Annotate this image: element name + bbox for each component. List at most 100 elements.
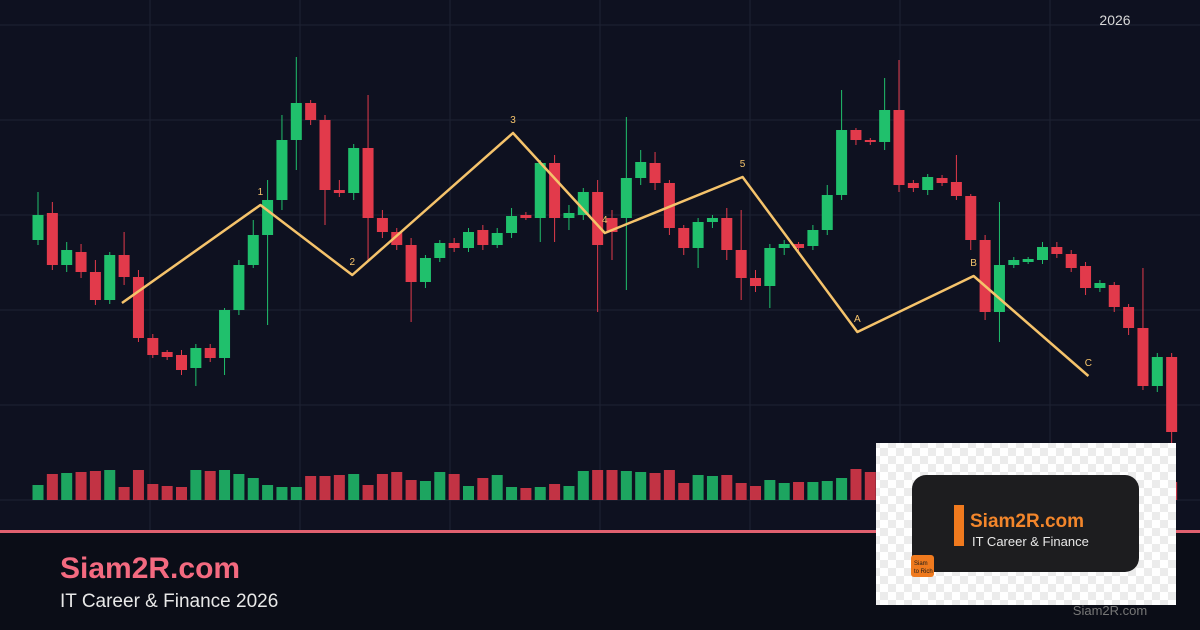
candle-body — [936, 178, 948, 183]
volume-bar — [75, 472, 87, 500]
volume-bar — [104, 470, 116, 500]
volume-bar — [419, 481, 431, 500]
volume-bar — [577, 471, 589, 500]
candle-body — [721, 218, 733, 250]
year-label: 2026 — [1099, 12, 1130, 28]
candle-body — [247, 235, 259, 265]
candle-body — [1137, 328, 1149, 386]
candle-body — [764, 248, 776, 286]
wave-label: 1 — [258, 187, 264, 198]
badge-text: Siam — [914, 561, 928, 567]
volume-bar — [219, 470, 231, 500]
wave-label: 2 — [349, 257, 355, 268]
candle-body — [104, 255, 116, 300]
candle-body — [75, 252, 87, 272]
volume-bar — [405, 480, 417, 500]
candle-body — [649, 163, 661, 183]
volume-bar — [635, 472, 647, 500]
logo: Siam2R.com IT Career & Finance Siam to R… — [876, 443, 1176, 605]
wave-label: 5 — [740, 159, 746, 170]
candle-body — [864, 140, 876, 142]
watermark: Siam2R.com — [1073, 603, 1147, 618]
candle-body — [434, 243, 446, 258]
candle-body — [678, 228, 690, 248]
candle-body — [893, 110, 905, 185]
volume-bar — [606, 470, 618, 500]
candle-body — [692, 222, 704, 248]
candle-body — [1123, 307, 1135, 328]
volume-bar — [348, 474, 360, 500]
candle-body — [204, 348, 216, 358]
volume-bar — [836, 478, 848, 500]
candle-body — [979, 240, 991, 312]
candle-body — [1037, 247, 1048, 260]
candle-body — [879, 110, 891, 142]
volume-bar — [118, 487, 130, 500]
candle-body — [219, 310, 231, 358]
candle-body — [563, 213, 575, 218]
candle-body — [419, 258, 431, 282]
volume-bar — [247, 478, 259, 500]
logo-subtitle: IT Career & Finance — [972, 534, 1089, 549]
candle-body — [592, 192, 604, 245]
candle-body — [793, 244, 805, 248]
logo-title: Siam2R.com — [970, 511, 1084, 532]
candle-body — [276, 140, 288, 200]
volume-bar — [692, 475, 704, 500]
candle-body — [735, 250, 747, 278]
volume-bar — [807, 482, 819, 500]
candle-body — [319, 120, 331, 190]
candle-body — [348, 148, 360, 193]
candle-body — [993, 265, 1005, 312]
candle-body — [1022, 259, 1034, 262]
candle-body — [89, 272, 101, 300]
volume-bar — [706, 476, 718, 500]
volume-bar — [132, 470, 144, 500]
candle-body — [463, 232, 474, 248]
volume-bar — [864, 472, 876, 500]
candle-body — [821, 195, 833, 230]
candle-body — [376, 218, 388, 232]
wave-label: 4 — [602, 215, 608, 226]
volume-bar — [764, 480, 776, 500]
brand-subtitle: IT Career & Finance 2026 — [60, 591, 278, 612]
candle-body — [176, 355, 187, 370]
candle-body — [1166, 357, 1178, 432]
candle-body — [1008, 260, 1020, 265]
candle-body — [534, 163, 546, 218]
candle-body — [950, 182, 962, 196]
volume-bar — [549, 484, 561, 500]
volume-bar — [61, 473, 73, 500]
candle-body — [750, 278, 761, 286]
candle-body — [391, 232, 403, 245]
candle-body — [290, 103, 302, 140]
candle-body — [161, 352, 173, 357]
volume-bar — [276, 487, 288, 500]
volume-bar — [520, 488, 532, 500]
candle-body — [190, 348, 202, 368]
volume-bar — [32, 485, 44, 500]
wave-line — [121, 131, 1090, 377]
volume-bar — [721, 475, 733, 500]
volume-bar — [161, 486, 173, 500]
candle-body — [1094, 283, 1106, 288]
candle-body — [606, 218, 618, 232]
badge-text: to Rich — [914, 569, 933, 575]
candle-body — [778, 244, 790, 248]
volume-bar — [305, 476, 317, 500]
candle-body — [132, 277, 144, 338]
volume-bar — [233, 474, 245, 500]
volume-bar — [778, 483, 790, 500]
volume-bar — [821, 481, 833, 500]
volume-bar — [491, 475, 503, 500]
volume-bar — [333, 475, 345, 500]
volume-bar — [750, 486, 761, 500]
candle-body — [520, 215, 532, 218]
volume-bar — [204, 471, 216, 500]
volume-bar — [448, 474, 460, 500]
volume-bar — [89, 471, 101, 500]
candle-body — [635, 162, 647, 178]
wave-label: 3 — [510, 115, 516, 126]
volume-bar — [850, 469, 862, 500]
volume-bar — [319, 476, 331, 500]
